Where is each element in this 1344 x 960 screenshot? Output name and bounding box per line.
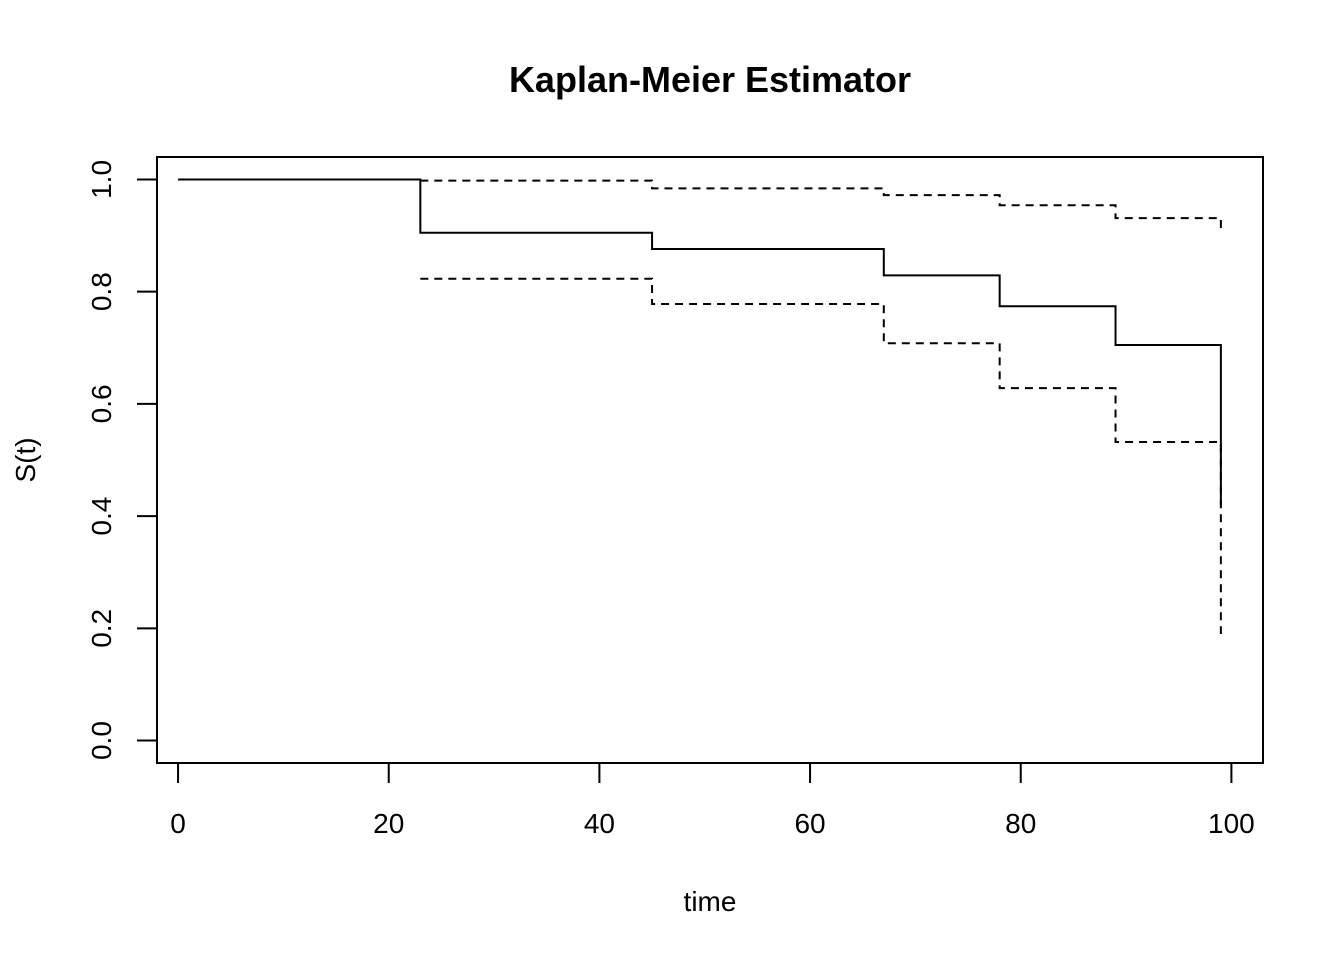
x-tick-label: 60 [794, 808, 825, 839]
y-axis-title: S(t) [10, 437, 41, 482]
x-axis: 0 20 40 60 80 100 [170, 762, 1255, 839]
confidence-bound-line-1 [420, 179, 1222, 230]
confidence-bound-line-2 [420, 277, 1222, 634]
x-tick-label: 20 [373, 808, 404, 839]
y-tick-label: 0.8 [86, 272, 117, 311]
plot-frame [156, 156, 1264, 764]
y-axis: 0.0 0.2 0.4 0.6 0.8 1.0 [86, 160, 158, 760]
y-tick-label: 1.0 [86, 160, 117, 199]
x-tick-label: 40 [584, 808, 615, 839]
chart-title: Kaplan-Meier Estimator [509, 59, 911, 100]
x-tick-label: 0 [170, 808, 186, 839]
y-tick-label: 0.0 [86, 721, 117, 760]
x-tick-label: 100 [1208, 808, 1255, 839]
y-tick-label: 0.6 [86, 384, 117, 423]
x-axis-title: time [684, 886, 737, 917]
survival-curve-line-0 [178, 178, 1222, 505]
y-tick-label: 0.4 [86, 497, 117, 536]
x-tick-label: 80 [1005, 808, 1036, 839]
series-layer [178, 178, 1222, 634]
y-tick-label: 0.2 [86, 609, 117, 648]
